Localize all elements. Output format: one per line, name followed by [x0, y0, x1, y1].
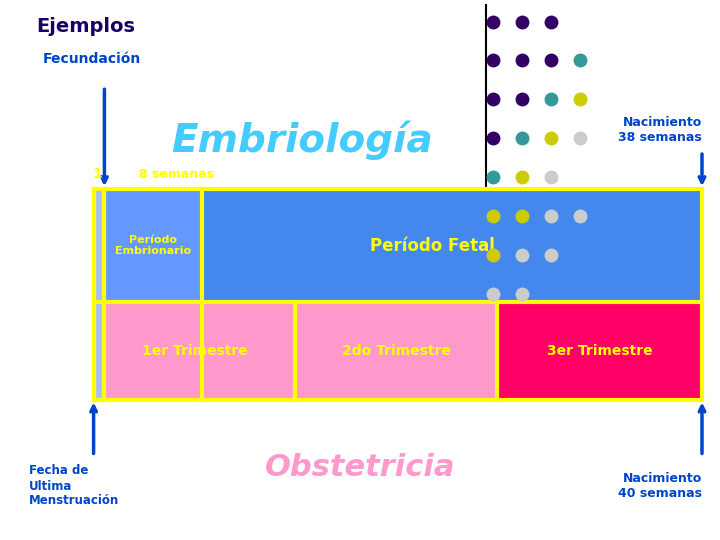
- Text: Obstetricia: Obstetricia: [265, 453, 455, 482]
- Point: [516, 56, 528, 65]
- Point: [545, 173, 557, 181]
- Point: [545, 95, 557, 104]
- Text: 8 semanas: 8 semanas: [139, 168, 214, 181]
- Text: Fecha de
Ultima
Menstruación: Fecha de Ultima Menstruación: [29, 464, 119, 508]
- Bar: [295, 302, 497, 400]
- Text: 2do Trimestre: 2do Trimestre: [341, 344, 451, 358]
- Text: 1er Trimestre: 1er Trimestre: [142, 344, 247, 358]
- Bar: [94, 189, 702, 302]
- Point: [516, 95, 528, 104]
- Point: [516, 212, 528, 220]
- Point: [545, 134, 557, 143]
- Point: [545, 251, 557, 259]
- Text: 1: 1: [92, 167, 102, 181]
- Bar: [94, 189, 104, 400]
- Text: Fecundación: Fecundación: [43, 52, 141, 66]
- Text: Nacimiento
40 semanas: Nacimiento 40 semanas: [618, 472, 702, 500]
- Bar: [104, 189, 202, 302]
- Point: [545, 56, 557, 65]
- Point: [487, 173, 499, 181]
- Point: [487, 17, 499, 26]
- Point: [574, 56, 585, 65]
- Point: [487, 289, 499, 298]
- Point: [545, 17, 557, 26]
- Point: [545, 212, 557, 220]
- Text: 3er Trimestre: 3er Trimestre: [546, 344, 652, 358]
- Point: [516, 173, 528, 181]
- Point: [487, 251, 499, 259]
- Text: Embriología: Embriología: [171, 120, 433, 160]
- Point: [574, 212, 585, 220]
- Point: [516, 251, 528, 259]
- Point: [516, 289, 528, 298]
- Text: Período Fetal: Período Fetal: [369, 237, 495, 255]
- Point: [487, 212, 499, 220]
- Point: [487, 95, 499, 104]
- Point: [487, 56, 499, 65]
- Bar: [497, 302, 702, 400]
- Point: [487, 134, 499, 143]
- Text: Nacimiento
38 semanas: Nacimiento 38 semanas: [618, 116, 702, 144]
- Point: [516, 17, 528, 26]
- Text: Ejemplos: Ejemplos: [36, 17, 135, 37]
- Point: [516, 134, 528, 143]
- Point: [574, 95, 585, 104]
- Point: [574, 134, 585, 143]
- Bar: [94, 302, 295, 400]
- Text: Período
Embrionario: Período Embrionario: [115, 235, 191, 256]
